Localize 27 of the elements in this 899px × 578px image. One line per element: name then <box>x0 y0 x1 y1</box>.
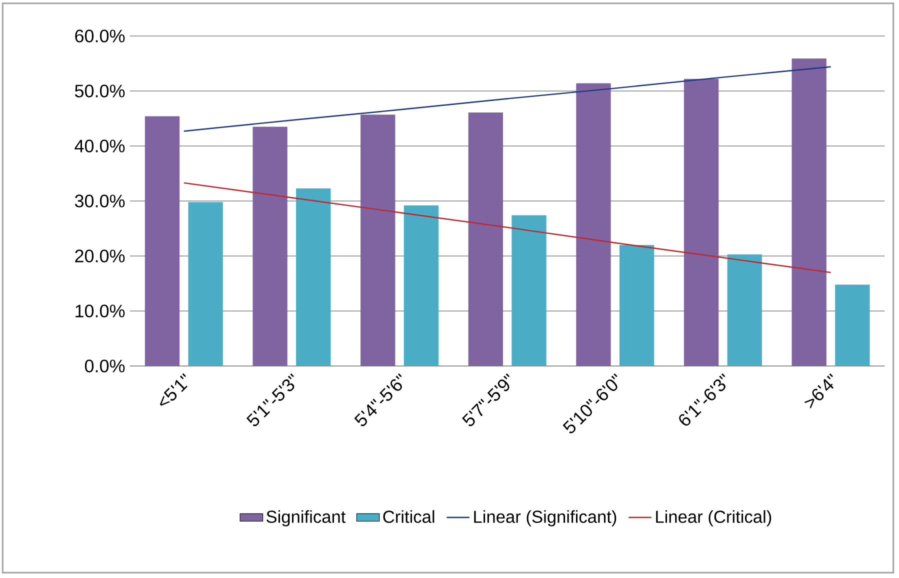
bar <box>727 254 762 366</box>
legend-label: Linear (Critical) <box>656 510 772 526</box>
bar <box>619 245 654 366</box>
y-tick-label: 40.0% <box>74 140 125 152</box>
y-tick-label: 20.0% <box>75 250 125 262</box>
bar <box>404 205 439 366</box>
y-tick-label: 10.0% <box>76 304 125 318</box>
bar <box>360 114 396 366</box>
bar <box>835 284 870 366</box>
bar <box>188 202 223 366</box>
y-tick-label: 60.0% <box>75 30 125 42</box>
legend-label: Significant <box>266 510 346 526</box>
y-tick-label: 0.0% <box>84 360 125 372</box>
line-series <box>183 182 832 274</box>
bar <box>512 215 546 366</box>
bar <box>144 116 180 366</box>
bar <box>792 58 826 366</box>
legend-label: Critical <box>383 510 434 523</box>
bar <box>468 112 504 366</box>
bar <box>252 126 288 366</box>
bar <box>296 188 331 366</box>
legend-label: Linear (Significant) <box>474 510 616 526</box>
bar <box>684 78 719 366</box>
line-series <box>183 66 832 132</box>
y-tick-label: 30.0% <box>74 194 125 208</box>
y-tick-label: 50.0% <box>74 84 125 98</box>
bar <box>576 83 611 366</box>
